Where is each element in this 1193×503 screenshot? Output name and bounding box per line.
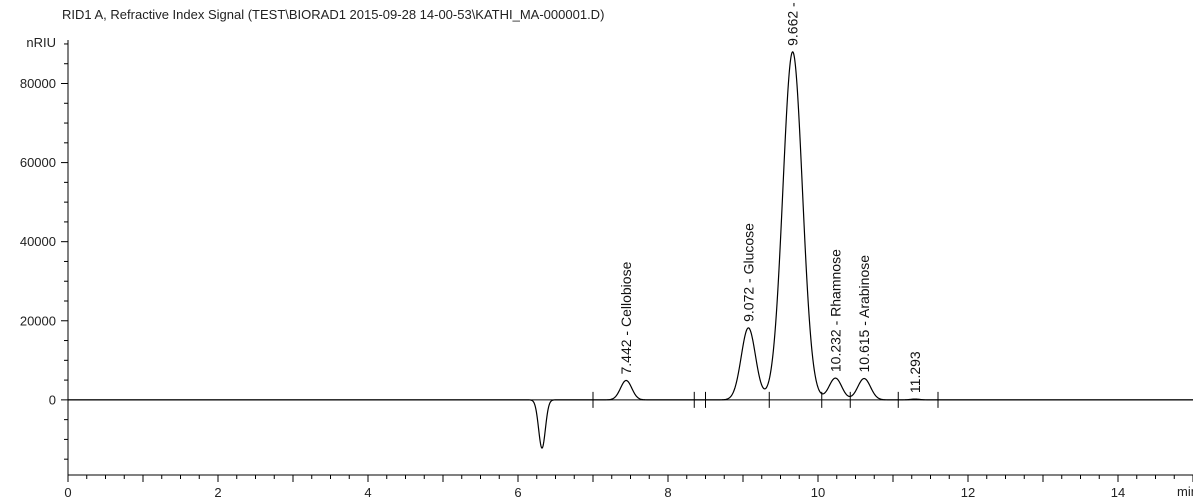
x-tick-label: 4 [364, 485, 371, 500]
x-tick-label: 10 [811, 485, 825, 500]
y-tick-label: 20000 [20, 313, 56, 328]
axes [67, 40, 1193, 476]
y-tick-label: 80000 [20, 76, 56, 91]
peak-label: 11.293 [907, 351, 923, 393]
y-axis-ticks: 0 20000 40000 60000 80000 [20, 43, 68, 460]
peak-label: 10.232 - Rhamnose [827, 249, 843, 372]
peak-label: 7.442 - Cellobiose [618, 261, 634, 374]
x-tick-label: 6 [514, 485, 521, 500]
x-tick-label: 2 [214, 485, 221, 500]
x-tick-label: 0 [64, 485, 71, 500]
chart-title: RID1 A, Refractive Index Signal (TEST\BI… [62, 7, 604, 22]
y-tick-label: 40000 [20, 234, 56, 249]
x-axis-unit: min [1177, 484, 1193, 499]
x-axis-ticks: 0 2 4 6 8 10 12 14 [64, 475, 1193, 500]
x-tick-label: 12 [961, 485, 975, 500]
peak-label: 9.072 - Glucose [740, 223, 756, 322]
x-tick-label: 14 [1111, 485, 1125, 500]
peak-labels: 7.442 - Cellobiose 9.072 - Glucose 9.662 -… [618, 0, 923, 393]
y-tick-label: 60000 [20, 155, 56, 170]
y-tick-label: 0 [49, 392, 56, 407]
signal-trace [68, 51, 1193, 449]
y-axis-unit: nRIU [26, 35, 56, 50]
x-tick-label: 8 [664, 485, 671, 500]
peak-label: 9.662 - Xy-Ga-Ma [785, 0, 801, 46]
peak-label: 10.615 - Arabinose [856, 255, 872, 373]
